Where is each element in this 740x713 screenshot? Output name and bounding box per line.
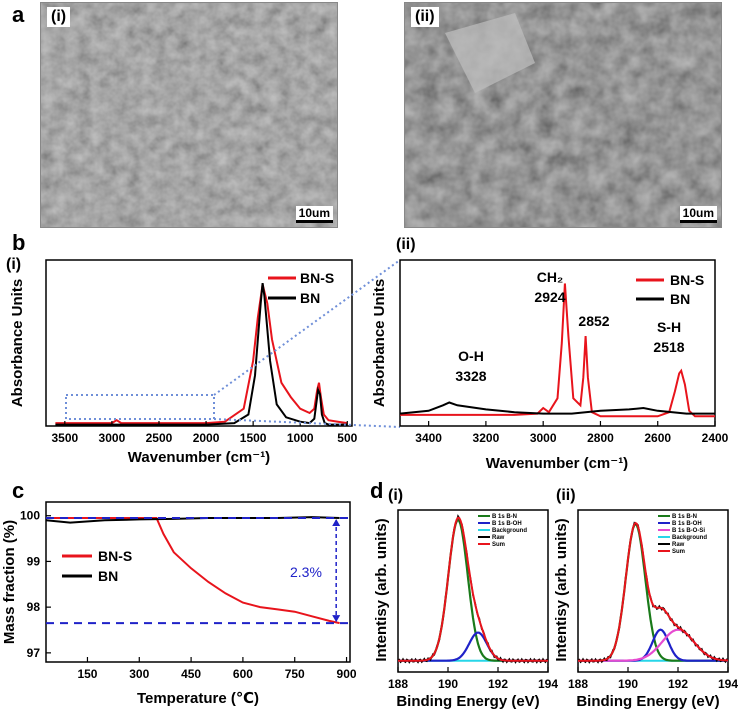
c-ytick-label: 99 — [27, 554, 41, 568]
chart-d2: 188 190 192 194 B 1s B-NB 1s B-OHB 1s B-O-S… — [553, 509, 738, 710]
b1-tag: (i) — [6, 256, 22, 273]
panel-label-a: a — [12, 2, 25, 27]
d2-legend-label: Sum — [672, 549, 685, 555]
b1-xtick-label: 500 — [337, 431, 357, 445]
d1-legend-label: Raw — [492, 535, 505, 541]
d1-frame — [397, 509, 549, 673]
sem-image-bns: (ii) 10um — [404, 2, 722, 228]
c-ytick-label: 97 — [27, 646, 41, 660]
sem-tag-i: (i) — [47, 7, 71, 27]
scale-bar-ii: 10um — [679, 206, 717, 223]
b2-annot-sh-value: 2518 — [653, 339, 684, 355]
b2-xtick-label: 3400 — [415, 431, 442, 445]
d1-xtick-label: 194 — [538, 677, 558, 691]
b2-xlabel: Wavenumber (cm⁻¹) — [486, 455, 628, 472]
b2-series-bn — [399, 401, 715, 415]
chart-b2: 3400 3200 3000 2800 2600 2400 Wavenumber (cm⁻… — [371, 259, 729, 472]
b2-xtick-label: 3200 — [473, 431, 500, 445]
c-ytick-label: 98 — [27, 600, 41, 614]
d2-legend-label: B 1s B-OH — [672, 521, 702, 527]
d2-tag: (ii) — [556, 487, 576, 504]
d2-legend-label: Raw — [672, 542, 685, 548]
c-xtick-label: 600 — [233, 667, 253, 681]
c-xtick-label: 150 — [77, 667, 97, 681]
b1-xtick-label: 2000 — [193, 431, 220, 445]
c-annotation: 2.3% — [290, 564, 322, 580]
c-legend-bn: BN — [98, 568, 118, 584]
d2-xtick-label: 190 — [618, 677, 638, 691]
b1-xtick-label: 1500 — [240, 431, 267, 445]
b1-xtick-label: 1000 — [287, 431, 314, 445]
chart-c: 150 300 450 600 750 900 97 98 99 100 Temperature … — [1, 501, 357, 707]
b2-annot-oh-value: 3328 — [455, 368, 486, 384]
d1-xtick-label: 190 — [438, 677, 458, 691]
b1-legend-bn: BN — [300, 290, 320, 306]
chart-d1: 188 190 192 194 B 1s B-NB 1s B-OHBackground… — [373, 509, 558, 710]
b2-xtick-label: 2400 — [702, 431, 729, 445]
d1-ylabel: Intentisy (arb. units) — [373, 518, 390, 661]
d1-legend-label: Sum — [492, 542, 505, 548]
b1-xtick-label: 3500 — [51, 431, 78, 445]
b2-xtick-label: 3000 — [530, 431, 557, 445]
d2-xtick-label: 192 — [668, 677, 688, 691]
d1-xlabel: Binding Energy (eV) — [396, 693, 539, 710]
d2-frame — [577, 509, 729, 673]
b1-xtick-label: 3000 — [99, 431, 126, 445]
d2-ylabel: Intentisy (arb. units) — [553, 518, 570, 661]
b2-annot-sh: S-H — [657, 319, 681, 335]
c-ytick-label: 100 — [20, 509, 40, 523]
d2-xtick-label: 194 — [718, 677, 738, 691]
b2-tag: (ii) — [396, 236, 416, 253]
panel-label-c: c — [12, 478, 25, 503]
b1-ylabel: Absorbance Units — [9, 279, 26, 407]
b2-frame — [399, 259, 716, 427]
d1-sum-line — [398, 516, 548, 662]
d2-sum-line — [578, 521, 729, 662]
d1-xtick-label: 192 — [488, 677, 508, 691]
c-xtick-label: 900 — [337, 667, 357, 681]
c-xtick-label: 300 — [129, 667, 149, 681]
c-arrow-down — [332, 615, 341, 623]
d2-legend-label: B 1s B-N — [672, 514, 697, 520]
d1-legend-label: B 1s B-OH — [492, 521, 522, 527]
sem-tag-ii: (ii) — [411, 7, 439, 27]
b1-xlabel: Wavenumber (cm⁻¹) — [128, 449, 270, 466]
d2-legend-label: Background — [672, 535, 707, 541]
scale-bar-i: 10um — [295, 206, 333, 223]
panel-label-d: d — [370, 478, 384, 503]
d2-xtick-label: 188 — [568, 677, 588, 691]
c-xtick-label: 450 — [181, 667, 201, 681]
b2-xtick-label: 2600 — [644, 431, 671, 445]
b1-xtick-label: 2500 — [146, 431, 173, 445]
b2-xtick-label: 2800 — [587, 431, 614, 445]
d2-xlabel: Binding Energy (eV) — [576, 693, 719, 710]
b2-ylabel: Absorbance Units — [371, 279, 388, 407]
panel-label-b: b — [12, 230, 26, 255]
b1-zoom-box — [65, 394, 215, 420]
d1-legend-label: Background — [492, 528, 527, 534]
c-arrow-up — [332, 519, 341, 526]
c-series-bn-s — [46, 517, 340, 625]
c-frame — [45, 501, 351, 663]
c-xtick-label: 750 — [285, 667, 305, 681]
d2-legend-label: B 1s B-O-Si — [672, 528, 705, 534]
d1-tag: (i) — [388, 487, 404, 504]
b2-legend-bns: BN-S — [670, 272, 704, 288]
b2-legend-bn: BN — [670, 291, 690, 307]
sem-texture-ii — [405, 3, 721, 227]
chart-b1: 3500 3000 2500 2000 1500 1000 500 Wavenumber (… — [9, 259, 358, 466]
b2-annot-2852: 2852 — [578, 313, 609, 329]
c-ylabel: Mass fraction (%) — [1, 520, 18, 644]
sem-image-bn: (i) 10um — [40, 2, 338, 228]
sem-texture — [41, 3, 337, 227]
c-xlabel: Temperature (℃) — [137, 690, 259, 707]
d1-xtick-label: 188 — [388, 677, 408, 691]
c-legend-bns: BN-S — [98, 548, 132, 564]
b2-annot-ch2-value: 2924 — [534, 289, 565, 305]
d1-legend-label: B 1s B-N — [492, 514, 517, 520]
b2-annot-ch2: CH₂ — [537, 269, 563, 285]
b2-annot-oh: O-H — [458, 348, 484, 364]
d1-peak-b-1s-b-oh — [398, 631, 548, 662]
b1-legend-bns: BN-S — [300, 270, 334, 286]
